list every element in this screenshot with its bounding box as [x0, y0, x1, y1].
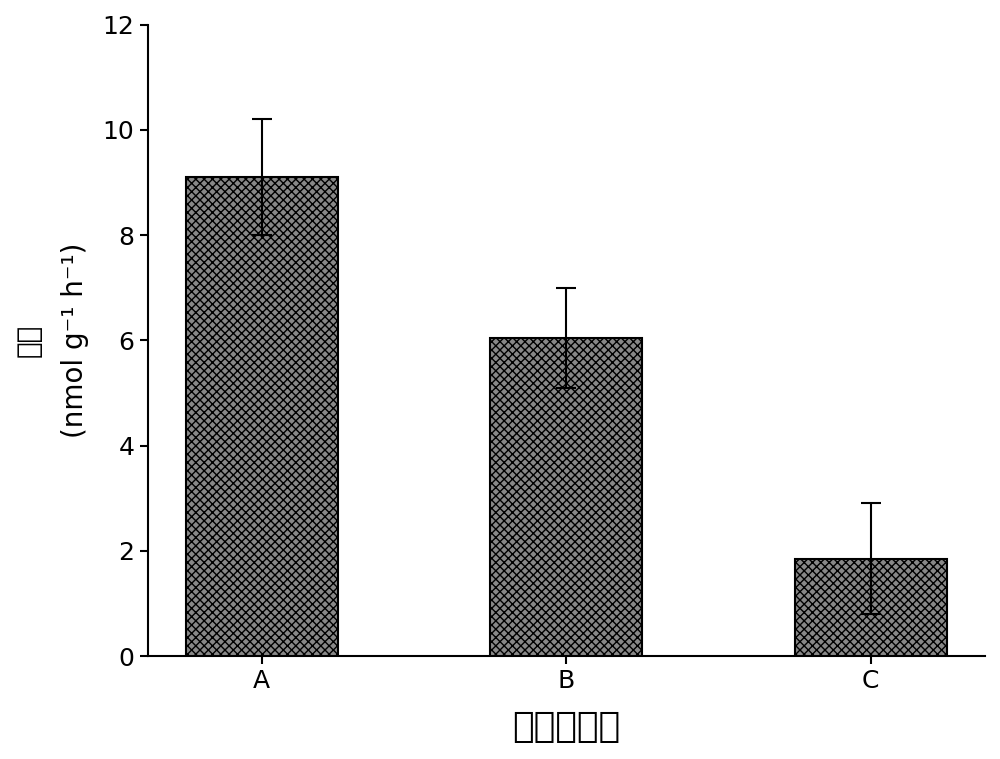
Bar: [186, 177, 338, 656]
Y-axis label: 活性
(nmol g⁻¹ h⁻¹): 活性 (nmol g⁻¹ h⁻¹): [15, 243, 89, 438]
Bar: [490, 338, 642, 656]
X-axis label: 沉积物样品: 沉积物样品: [512, 710, 620, 744]
Bar: [795, 559, 947, 656]
